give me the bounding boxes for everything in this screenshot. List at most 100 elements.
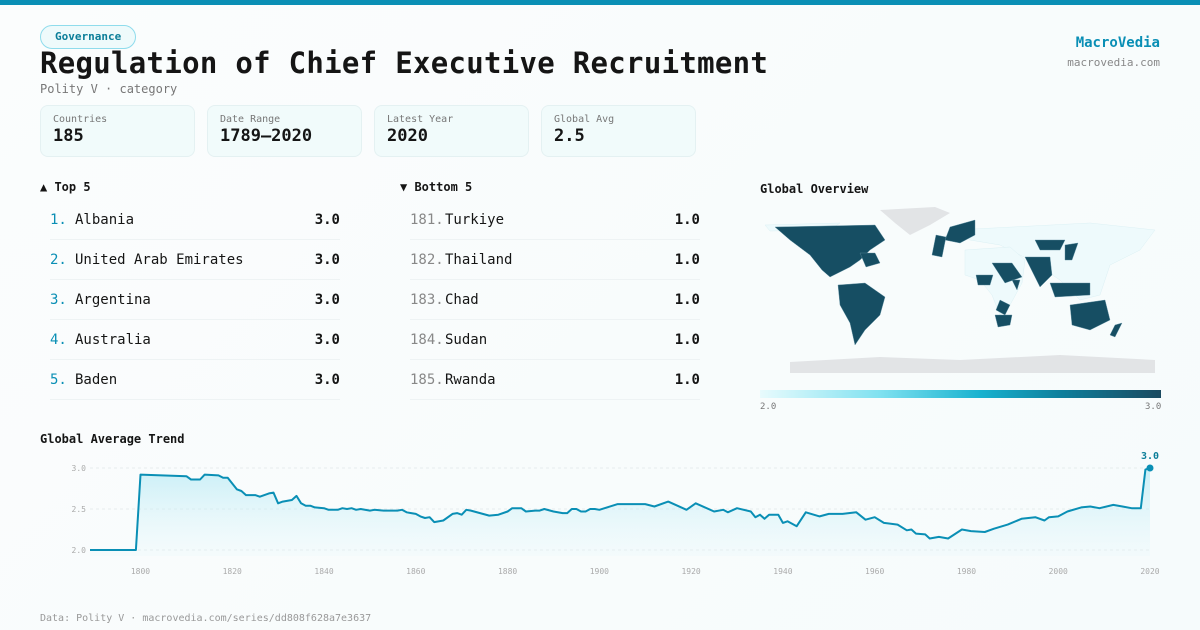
brand: MacroVedia macrovedia.com xyxy=(1067,35,1160,69)
antarctica xyxy=(790,355,1155,373)
item-name: Sudan xyxy=(445,331,488,348)
item-name: United Arab Emirates xyxy=(75,251,244,268)
item-name: Albania xyxy=(75,211,135,228)
item-name: Australia xyxy=(75,331,151,348)
x-tick-label: 1900 xyxy=(590,567,609,576)
map-legend-scale xyxy=(760,390,1161,398)
map-title: Global Overview xyxy=(760,182,869,196)
iberia-west-europe xyxy=(931,234,947,258)
item-value: 3.0 xyxy=(314,291,340,308)
list-item[interactable]: 184. Sudan 1.0 xyxy=(410,320,700,360)
stat-label: Global Avg xyxy=(554,114,615,125)
mongolia xyxy=(1034,239,1066,251)
item-rank: 184. xyxy=(410,331,444,348)
south-africa xyxy=(994,314,1013,328)
japan-korea xyxy=(1064,242,1079,261)
stat-date-range: Date Range 1789–2020 xyxy=(207,105,362,157)
x-tick-label: 1880 xyxy=(498,567,517,576)
x-tick-label: 1960 xyxy=(865,567,884,576)
stat-countries: Countries 185 xyxy=(40,105,195,157)
trend-area xyxy=(90,468,1150,556)
southeast-asia xyxy=(1049,282,1091,298)
list-item[interactable]: 5. Baden 3.0 xyxy=(50,360,340,400)
item-value: 1.0 xyxy=(674,291,700,308)
east-africa xyxy=(1011,279,1021,291)
item-rank: 5. xyxy=(50,371,67,388)
item-rank: 181. xyxy=(410,211,444,228)
stats-row: Countries 185 Date Range 1789–2020 Latest … xyxy=(40,105,696,157)
x-tick-label: 1920 xyxy=(681,567,700,576)
legend-min: 2.0 xyxy=(760,402,777,412)
item-value: 1.0 xyxy=(674,331,700,348)
item-value: 1.0 xyxy=(674,251,700,268)
canada-east xyxy=(859,252,881,268)
australia xyxy=(1069,299,1111,331)
list-item[interactable]: 181. Turkiye 1.0 xyxy=(410,200,700,240)
stat-label: Latest Year xyxy=(387,114,454,125)
stat-label: Date Range xyxy=(220,114,281,125)
india xyxy=(1024,256,1053,288)
new-zealand xyxy=(1109,322,1123,338)
x-tick-label: 1860 xyxy=(406,567,425,576)
end-point-marker[interactable] xyxy=(1146,464,1154,472)
west-africa xyxy=(975,274,994,286)
bottom-5-heading: ▼ Bottom 5 xyxy=(400,180,473,194)
item-rank: 182. xyxy=(410,251,444,268)
item-rank: 3. xyxy=(50,291,67,308)
top-accent-bar xyxy=(0,0,1200,5)
list-item[interactable]: 2. United Arab Emirates 3.0 xyxy=(50,240,340,280)
page-title: Regulation of Chief Executive Recruitmen… xyxy=(40,46,769,80)
list-item[interactable]: 3. Argentina 3.0 xyxy=(50,280,340,320)
page-subtitle: Polity V · category xyxy=(40,82,178,96)
y-tick-label: 2.5 xyxy=(72,505,87,514)
south-america xyxy=(837,282,886,346)
trend-title: Global Average Trend xyxy=(40,432,185,446)
greenland xyxy=(880,207,950,235)
stat-global-avg: Global Avg 2.5 xyxy=(541,105,696,157)
world-map[interactable] xyxy=(760,205,1161,375)
item-name: Thailand xyxy=(445,251,513,268)
legend-max: 3.0 xyxy=(1145,402,1162,412)
stat-latest-year: Latest Year 2020 xyxy=(374,105,529,157)
y-tick-label: 3.0 xyxy=(72,464,87,473)
stat-value: 2.5 xyxy=(554,126,585,146)
item-value: 3.0 xyxy=(314,371,340,388)
stat-label: Countries xyxy=(53,114,108,125)
x-tick-label: 1820 xyxy=(223,567,242,576)
eurasia-low xyxy=(954,222,1156,301)
item-rank: 185. xyxy=(410,371,444,388)
top-5-list: ▲ Top 5 1. Albania 3.0 2. United Arab Emirat… xyxy=(40,180,340,400)
item-name: Argentina xyxy=(75,291,151,308)
x-tick-label: 1980 xyxy=(957,567,976,576)
x-tick-label: 1940 xyxy=(773,567,792,576)
stat-value: 2020 xyxy=(387,126,428,146)
top-5-heading: ▲ Top 5 xyxy=(40,180,91,194)
y-tick-label: 2.0 xyxy=(72,546,87,555)
brand-name[interactable]: MacroVedia xyxy=(1075,35,1160,51)
item-name: Turkiye xyxy=(445,211,505,228)
item-rank: 2. xyxy=(50,251,67,268)
map-high xyxy=(774,219,1123,346)
list-item[interactable]: 182. Thailand 1.0 xyxy=(410,240,700,280)
list-item[interactable]: 4. Australia 3.0 xyxy=(50,320,340,360)
trend-line xyxy=(90,467,1151,551)
trend-chart[interactable]: 2.0 2.5 3.0 1800 1820 1840 1860 1880 1900 1920 194… xyxy=(0,440,1200,590)
item-name: Rwanda xyxy=(445,371,496,388)
list-item[interactable]: 1. Albania 3.0 xyxy=(50,200,340,240)
list-item[interactable]: 185. Rwanda 1.0 xyxy=(410,360,700,400)
x-tick-label: 2020 xyxy=(1140,567,1159,576)
brand-url[interactable]: macrovedia.com xyxy=(1067,56,1160,69)
item-name: Baden xyxy=(75,371,118,388)
item-value: 1.0 xyxy=(674,371,700,388)
item-value: 3.0 xyxy=(314,211,340,228)
item-value: 1.0 xyxy=(674,211,700,228)
stat-value: 185 xyxy=(53,126,84,146)
x-tick-label: 1840 xyxy=(314,567,333,576)
arabia xyxy=(991,262,1023,284)
item-rank: 183. xyxy=(410,291,444,308)
x-tick-label: 2000 xyxy=(1049,567,1068,576)
category-badge[interactable]: Governance xyxy=(40,25,137,49)
item-rank: 4. xyxy=(50,331,67,348)
list-item[interactable]: 183. Chad 1.0 xyxy=(410,280,700,320)
stat-value: 1789–2020 xyxy=(220,126,313,146)
